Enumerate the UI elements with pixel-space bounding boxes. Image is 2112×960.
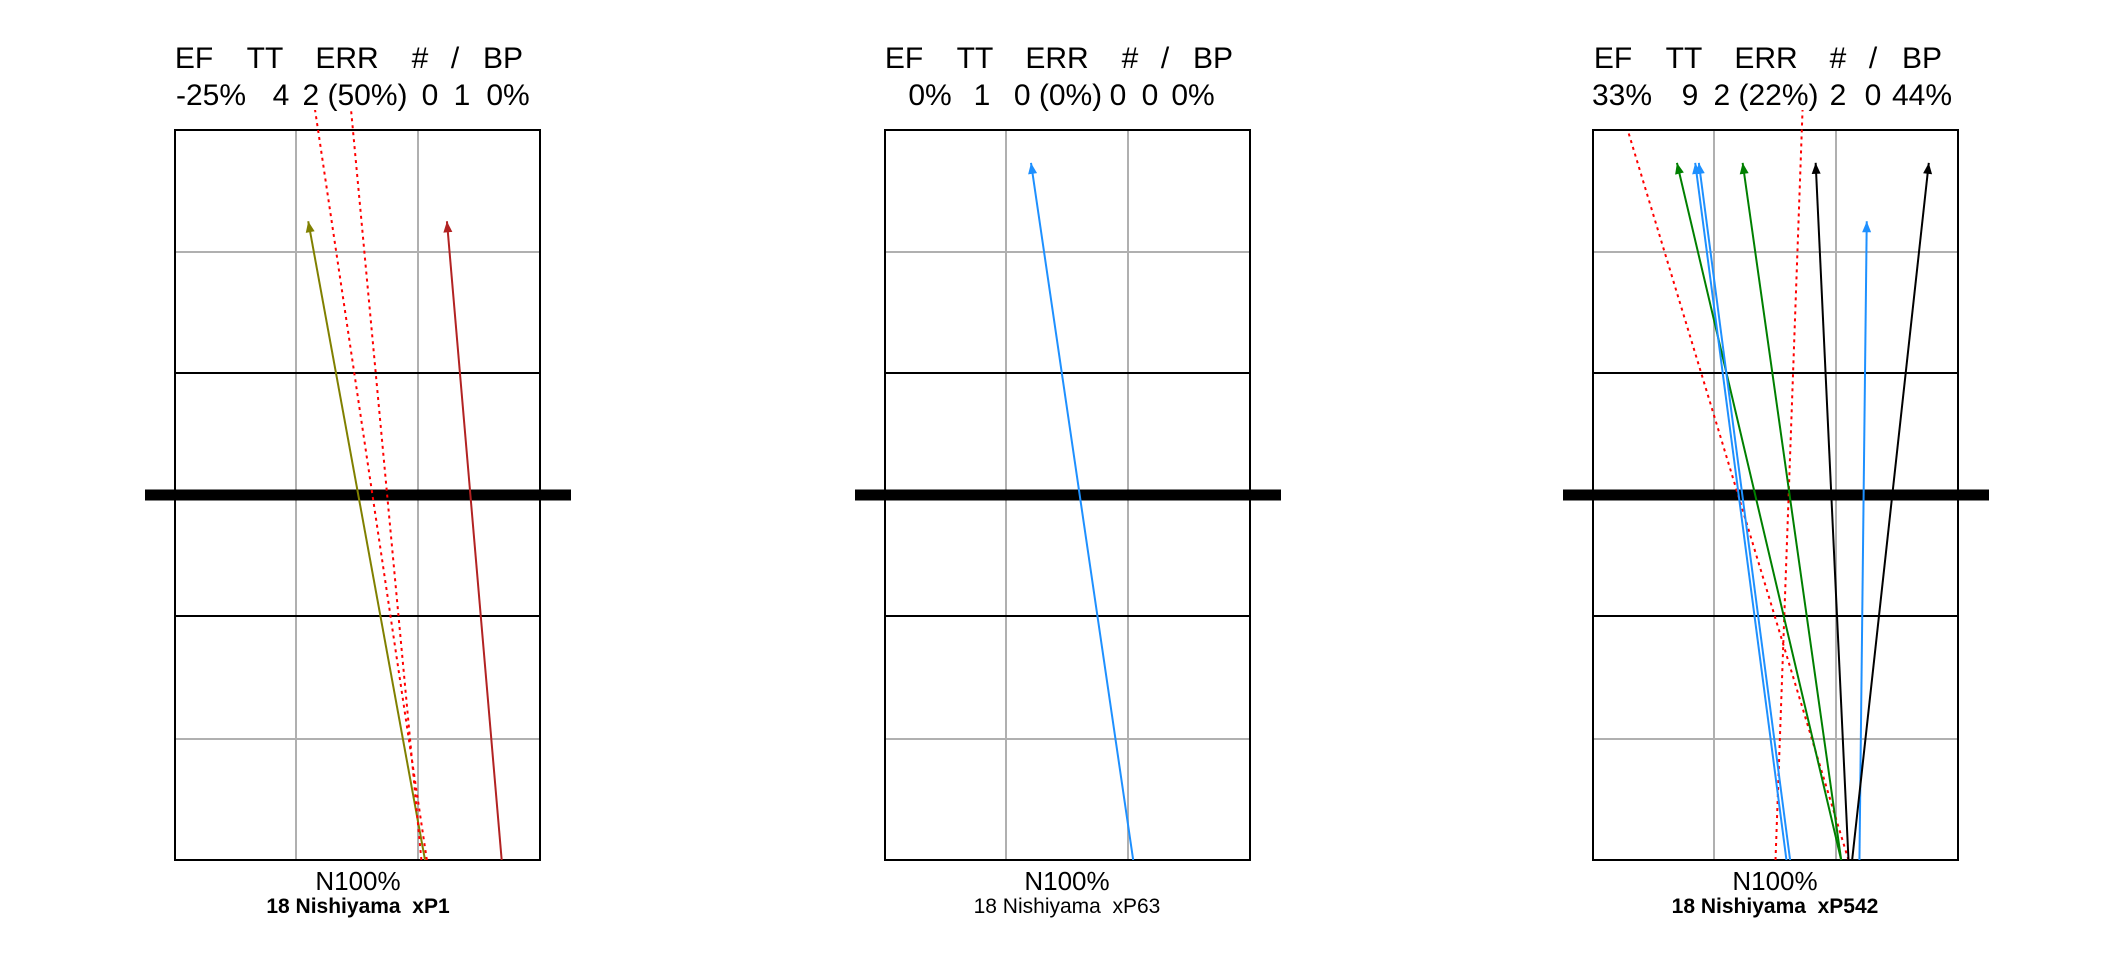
header-label-tt: TT bbox=[247, 42, 284, 75]
pitch-line bbox=[307, 221, 427, 860]
pitch-line bbox=[1814, 162, 1850, 860]
header-label-tt: TT bbox=[957, 42, 994, 75]
pitch-line bbox=[350, 110, 423, 860]
header-value-slash: 1 bbox=[454, 79, 471, 112]
percent-label: N100% bbox=[1024, 866, 1109, 896]
header-value-tt: 4 bbox=[273, 79, 290, 112]
header-value-tt: 1 bbox=[974, 79, 991, 112]
header-value-err: 2 (22%) bbox=[1713, 79, 1818, 112]
header-label-err: ERR bbox=[1734, 42, 1797, 75]
pitch-line bbox=[1675, 162, 1843, 860]
header-label-err: ERR bbox=[1025, 42, 1088, 75]
header-value-count: 0 bbox=[422, 79, 439, 112]
header-value-ef: -25% bbox=[176, 79, 246, 112]
pitch-line bbox=[314, 110, 428, 860]
header-label-slash: / bbox=[1161, 42, 1170, 75]
arrow-head bbox=[1675, 162, 1684, 175]
arrow-head bbox=[443, 221, 453, 233]
header-value-err: 0 (0%) bbox=[1014, 79, 1102, 112]
pitch-line bbox=[1851, 162, 1930, 860]
percent-label: N100% bbox=[1732, 866, 1817, 896]
pitch-line bbox=[1774, 110, 1804, 860]
header-value-tt: 9 bbox=[1682, 79, 1699, 112]
pitch-lines bbox=[305, 110, 503, 860]
chart-panel-3: EF TT ERR # / BP 33% 9 2 (22%) 2 0 44% N… bbox=[1563, 42, 1989, 918]
header-value-count: 2 bbox=[1830, 79, 1847, 112]
header-label-ef: EF bbox=[1594, 42, 1632, 75]
header-value-slash: 0 bbox=[1142, 79, 1159, 112]
header-value-err: 2 (50%) bbox=[302, 79, 407, 112]
header-label-ef: EF bbox=[175, 42, 213, 75]
header-label-ef: EF bbox=[885, 42, 923, 75]
header-label-slash: / bbox=[451, 42, 460, 75]
pitch-line bbox=[1694, 162, 1788, 860]
arrow-head bbox=[1862, 221, 1872, 233]
header-value-count: 0 bbox=[1110, 79, 1127, 112]
header-label-count: # bbox=[1122, 42, 1139, 75]
header-value-ef: 0% bbox=[908, 79, 951, 112]
pitch-line bbox=[445, 221, 503, 860]
header-label-count: # bbox=[412, 42, 429, 75]
subtitle: 18 Nishiyama xP542 bbox=[1672, 895, 1879, 918]
header-label-count: # bbox=[1830, 42, 1847, 75]
header-label-slash: / bbox=[1869, 42, 1878, 75]
pitch-lines bbox=[1028, 162, 1135, 860]
chart-panel-1: EF TT ERR # / BP -25% 4 2 (50%) 0 1 0% N… bbox=[145, 42, 571, 918]
arrow-head bbox=[1739, 162, 1749, 175]
pitch-line bbox=[1858, 221, 1868, 860]
arrow-head bbox=[1028, 162, 1038, 175]
pitch-line bbox=[1697, 162, 1792, 860]
pitch-line bbox=[1741, 162, 1843, 860]
arrow-head bbox=[1695, 162, 1705, 175]
header-label-err: ERR bbox=[315, 42, 378, 75]
header-value-slash: 0 bbox=[1865, 79, 1882, 112]
chart-panel-2: EF TT ERR # / BP 0% 1 0 (0%) 0 0 0% N100… bbox=[855, 42, 1281, 918]
header-label-tt: TT bbox=[1666, 42, 1703, 75]
subtitle: 18 Nishiyama xP63 bbox=[974, 895, 1161, 918]
pitch-lines bbox=[1626, 110, 1933, 860]
header-value-bp: 44% bbox=[1892, 79, 1952, 112]
arrow-head bbox=[1811, 162, 1821, 175]
percent-label: N100% bbox=[315, 866, 400, 896]
header-value-bp: 0% bbox=[486, 79, 529, 112]
header-label-bp: BP bbox=[1902, 42, 1942, 75]
header-label-bp: BP bbox=[483, 42, 523, 75]
subtitle: 18 Nishiyama xP1 bbox=[266, 895, 450, 918]
arrow-head bbox=[305, 221, 315, 233]
header-value-bp: 0% bbox=[1171, 79, 1214, 112]
header-label-bp: BP bbox=[1193, 42, 1233, 75]
pitch-line bbox=[1030, 162, 1135, 860]
arrow-head bbox=[1923, 162, 1933, 175]
header-value-ef: 33% bbox=[1592, 79, 1652, 112]
